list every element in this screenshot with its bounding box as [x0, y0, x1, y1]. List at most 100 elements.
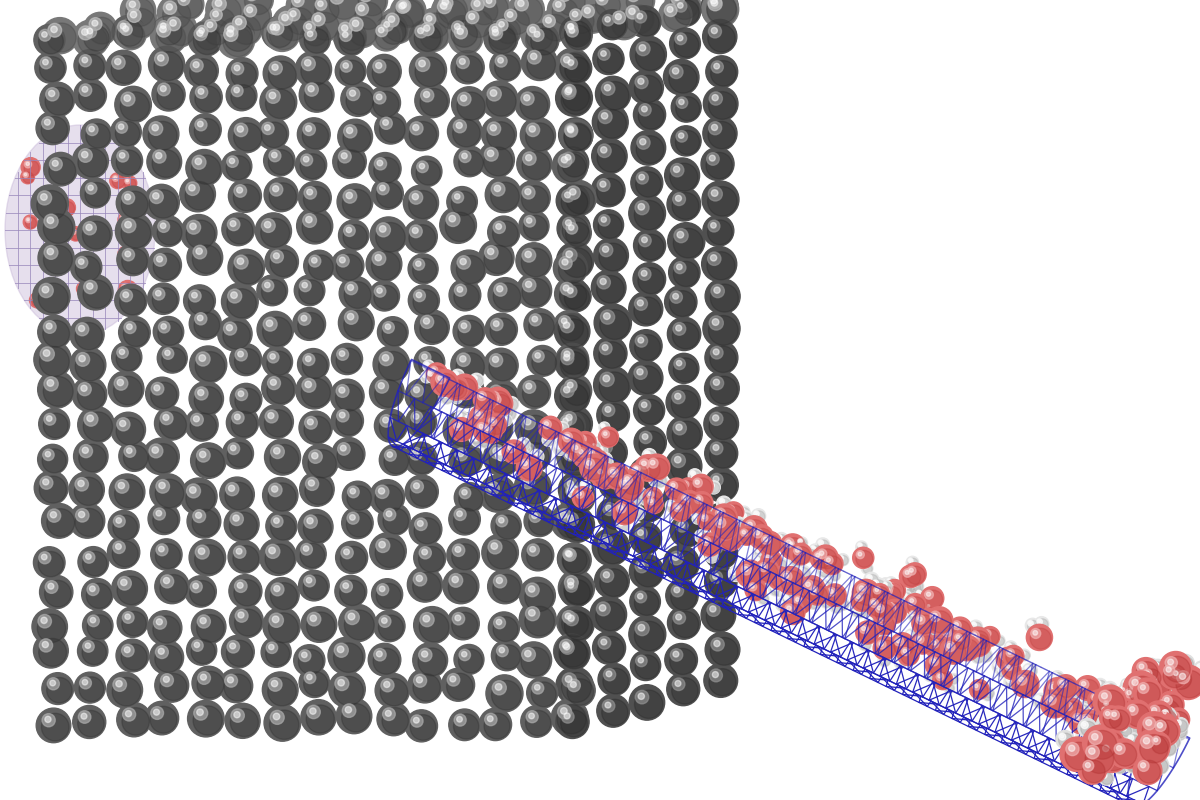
Circle shape — [385, 710, 391, 716]
Circle shape — [568, 582, 574, 588]
Circle shape — [757, 577, 763, 582]
Circle shape — [877, 590, 888, 601]
Circle shape — [710, 377, 724, 390]
Circle shape — [638, 693, 644, 699]
Circle shape — [148, 283, 179, 314]
Circle shape — [1170, 711, 1188, 730]
Circle shape — [1109, 710, 1129, 730]
Circle shape — [710, 474, 724, 486]
Circle shape — [270, 379, 276, 386]
Circle shape — [785, 604, 804, 623]
Circle shape — [875, 630, 884, 639]
Circle shape — [526, 710, 551, 736]
Circle shape — [637, 493, 648, 503]
Circle shape — [403, 185, 438, 220]
Circle shape — [754, 511, 760, 517]
Circle shape — [1172, 718, 1188, 733]
Circle shape — [1067, 712, 1069, 714]
Circle shape — [923, 634, 934, 646]
Circle shape — [158, 221, 169, 232]
Circle shape — [599, 110, 612, 123]
Circle shape — [396, 0, 409, 14]
Circle shape — [1108, 724, 1117, 734]
Circle shape — [1151, 712, 1177, 738]
Circle shape — [485, 147, 498, 161]
Circle shape — [306, 216, 312, 223]
Circle shape — [121, 283, 137, 298]
Circle shape — [448, 114, 482, 149]
Circle shape — [695, 516, 696, 518]
Circle shape — [923, 624, 928, 630]
Circle shape — [702, 0, 739, 28]
Circle shape — [672, 678, 685, 690]
Circle shape — [205, 4, 236, 35]
Circle shape — [384, 509, 396, 521]
Circle shape — [1150, 694, 1182, 726]
Circle shape — [784, 573, 788, 578]
Circle shape — [859, 599, 869, 608]
Circle shape — [271, 250, 283, 263]
Circle shape — [454, 120, 467, 133]
Circle shape — [1076, 710, 1103, 737]
Circle shape — [1142, 694, 1156, 706]
Circle shape — [1093, 737, 1129, 773]
Circle shape — [295, 149, 326, 180]
Circle shape — [1099, 690, 1111, 703]
Circle shape — [122, 249, 134, 261]
Circle shape — [1000, 651, 1018, 669]
Circle shape — [917, 637, 922, 641]
Circle shape — [125, 614, 131, 619]
Circle shape — [967, 628, 972, 633]
Circle shape — [793, 546, 810, 564]
Circle shape — [582, 483, 584, 486]
Circle shape — [1163, 712, 1176, 726]
Circle shape — [452, 544, 464, 557]
Circle shape — [637, 530, 643, 535]
Circle shape — [343, 11, 379, 48]
Circle shape — [1162, 687, 1168, 694]
Circle shape — [496, 19, 521, 44]
Circle shape — [162, 347, 186, 371]
Circle shape — [1118, 700, 1141, 723]
Circle shape — [38, 240, 74, 276]
Circle shape — [1116, 706, 1121, 710]
Circle shape — [346, 192, 353, 198]
Circle shape — [893, 594, 904, 605]
Circle shape — [1122, 739, 1133, 749]
Circle shape — [451, 191, 476, 215]
Circle shape — [872, 628, 884, 640]
Circle shape — [44, 214, 58, 228]
Circle shape — [1019, 650, 1031, 661]
Circle shape — [569, 440, 590, 462]
Circle shape — [706, 550, 719, 563]
Circle shape — [124, 446, 136, 458]
Circle shape — [42, 286, 49, 293]
Circle shape — [1163, 695, 1165, 698]
Circle shape — [924, 602, 937, 614]
Circle shape — [754, 557, 764, 567]
Circle shape — [115, 18, 146, 50]
Circle shape — [1126, 757, 1140, 772]
Circle shape — [41, 194, 47, 200]
Circle shape — [640, 459, 648, 467]
Circle shape — [1175, 688, 1177, 690]
Circle shape — [522, 416, 535, 430]
Circle shape — [113, 541, 125, 554]
Circle shape — [637, 369, 643, 375]
Circle shape — [1124, 712, 1141, 729]
Circle shape — [1140, 666, 1162, 688]
Circle shape — [619, 478, 630, 489]
Circle shape — [70, 472, 104, 507]
Circle shape — [1105, 694, 1114, 702]
Circle shape — [769, 583, 781, 596]
Circle shape — [1164, 665, 1175, 676]
Circle shape — [72, 230, 74, 233]
Circle shape — [152, 150, 180, 178]
Circle shape — [1130, 730, 1142, 742]
Circle shape — [1103, 710, 1122, 728]
Circle shape — [234, 123, 262, 151]
Circle shape — [883, 582, 887, 586]
Circle shape — [229, 344, 262, 376]
Circle shape — [78, 406, 114, 443]
Circle shape — [674, 262, 686, 274]
